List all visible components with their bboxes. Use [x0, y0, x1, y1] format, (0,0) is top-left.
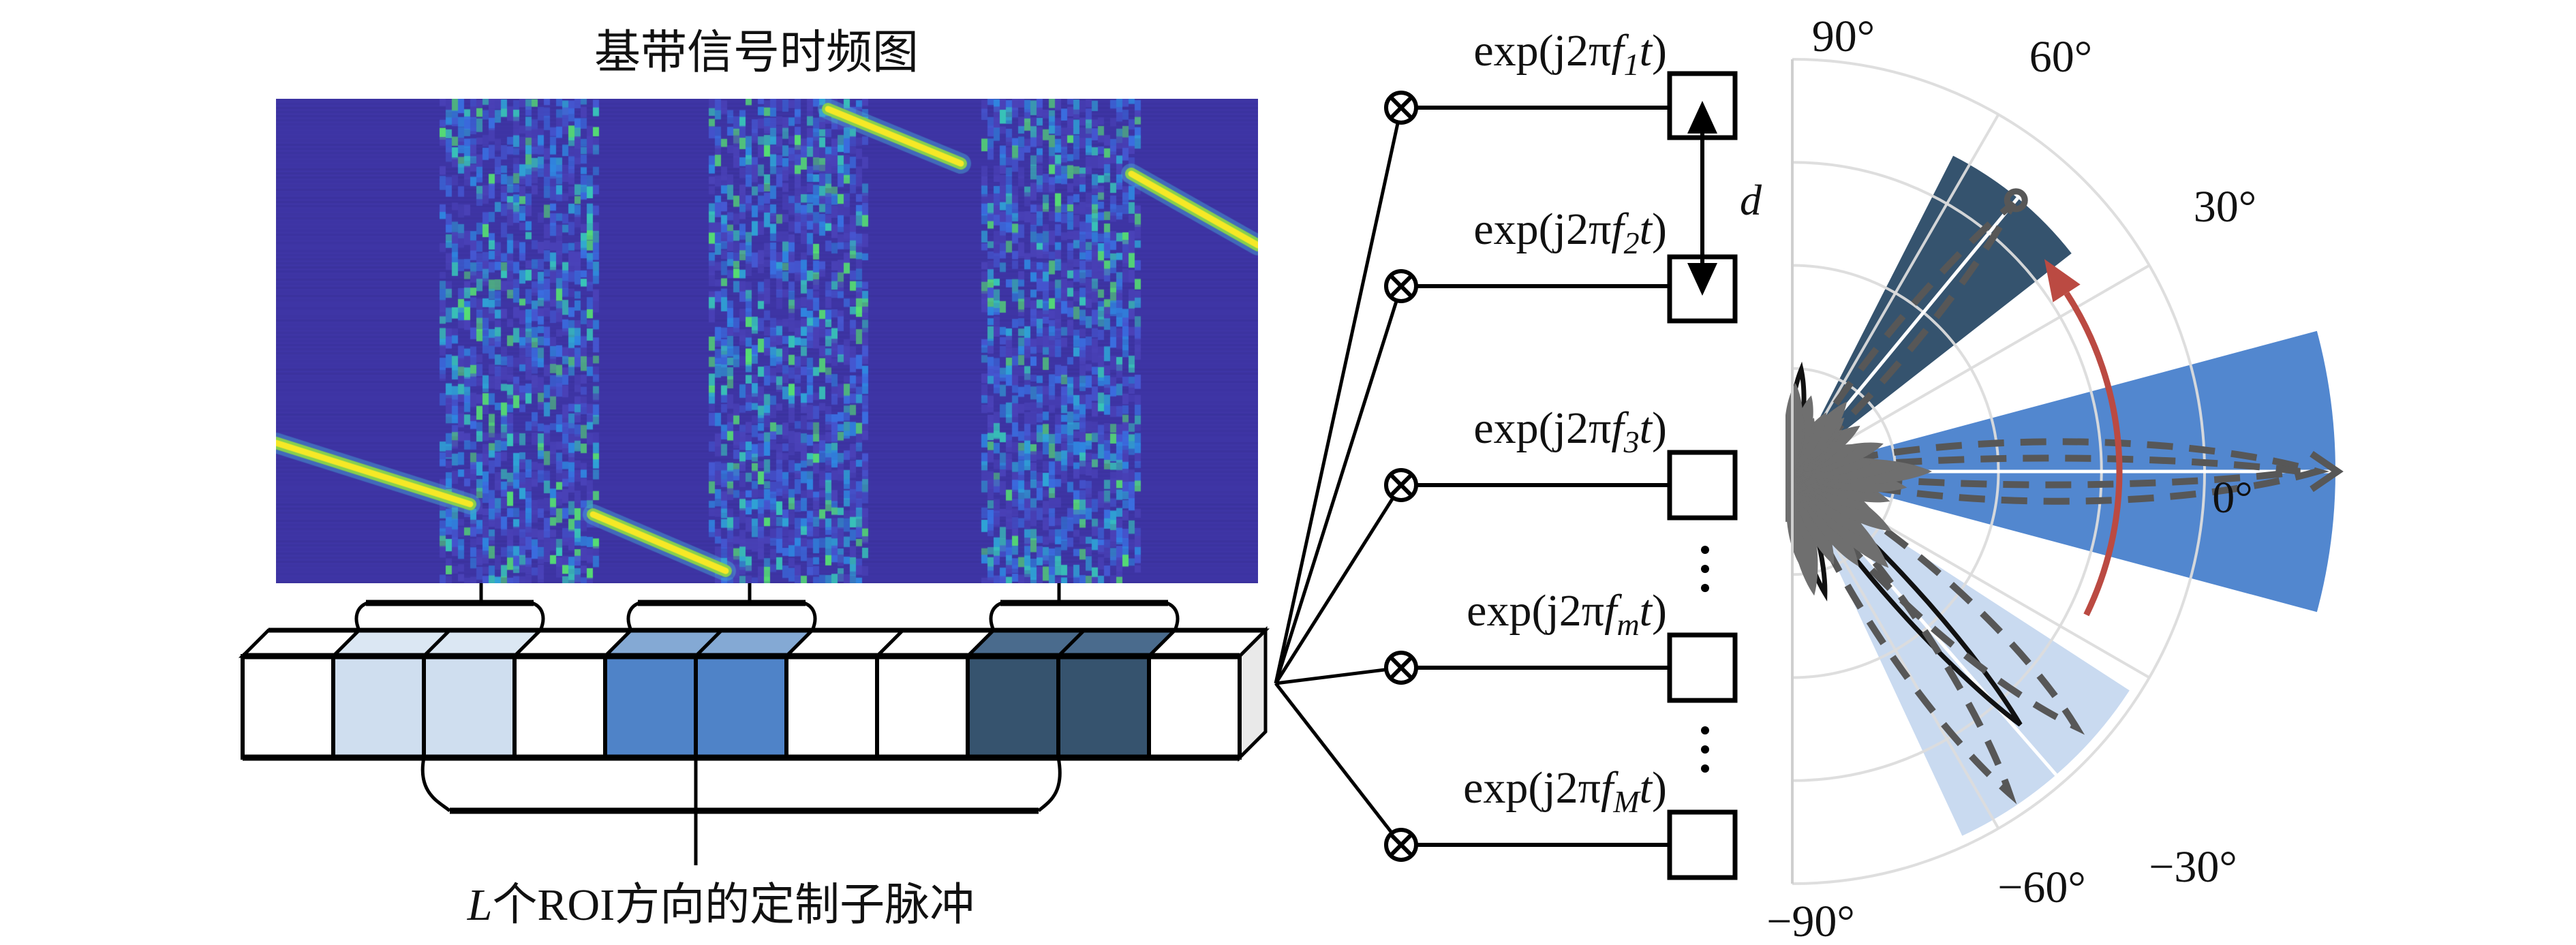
mixer-bank-group: exp(j2πf1t)exp(j2πf2t)exp(j2πf3t)exp(j2π… [1274, 26, 1762, 880]
carrier-label-close: ) [1652, 586, 1667, 636]
roi-sector-roi-high [1792, 155, 2072, 471]
pulse-train-group [238, 583, 1270, 865]
carrier-label-prefix: exp(j2π [1473, 26, 1611, 76]
polar-angle-label: −30° [2149, 842, 2237, 892]
fan-line [1274, 484, 1403, 685]
mixer-cross-icon [1389, 473, 1413, 497]
pulse-cell [966, 654, 1060, 760]
beam-lobe-dashed [1789, 469, 2017, 805]
fan-line [1275, 666, 1402, 685]
carrier-label-subscript: M [1612, 784, 1641, 819]
pulse-pair-brace [989, 601, 1180, 632]
ellipsis-dots-icon [1701, 745, 1709, 754]
carrier-label-subscript: 1 [1624, 47, 1640, 82]
pulse-label-text: 个ROI方向的定制子脉冲 [493, 880, 975, 930]
carrier-label-close: ) [1652, 204, 1667, 254]
ellipsis-dots-icon [1701, 764, 1709, 773]
carrier-label-close: ) [1652, 403, 1667, 453]
fan-line [1274, 107, 1403, 684]
ellipsis-dots-icon [1701, 584, 1709, 592]
beampattern-polar-plot: 90° 60° 30° 0° −30° −60° −90° [1766, 12, 2344, 945]
beam-lobe-dashed [1789, 468, 2085, 735]
carrier-label-prefix: exp(j2π [1467, 586, 1604, 636]
beam-lobe-tip-cap [2004, 188, 2028, 213]
pulse-pair-brace [626, 601, 817, 632]
carrier-label-t: t [1640, 763, 1653, 813]
polar-clipped-content [1785, 58, 2344, 885]
spectrogram-title: 基带信号时频图 [594, 27, 919, 78]
polar-angle-label: 60° [2029, 32, 2092, 82]
polar-angle-label: 30° [2194, 182, 2256, 232]
pulse-cell [603, 654, 698, 760]
carrier-label-close: ) [1652, 763, 1667, 813]
carrier-label-t: t [1640, 586, 1653, 636]
pulse-cell [422, 654, 517, 760]
carrier-label-t: t [1640, 403, 1653, 453]
carrier-label-subscript: m [1616, 607, 1639, 642]
pulse-cell [1056, 654, 1151, 760]
polar-angle-label: 0° [2212, 473, 2252, 523]
scan-direction-arrow [2064, 292, 2123, 617]
arrow-down-icon [1687, 263, 1717, 296]
mixer-cross-icon [1389, 655, 1413, 680]
mixer-cross-icon [1389, 833, 1413, 857]
fan-line [1274, 682, 1402, 846]
carrier-label: exp(j2πfMt) [1463, 763, 1667, 819]
pulse-cell [694, 654, 788, 760]
carrier-label-prefix: exp(j2π [1473, 403, 1611, 453]
beam-lobe-dashed [1789, 200, 2017, 474]
carrier-label: exp(j2πf1t) [1473, 26, 1667, 82]
pulse-cell [784, 654, 879, 760]
pulse-cell [241, 654, 335, 760]
polar-angle-label: −60° [1997, 863, 2086, 912]
fan-line [1274, 285, 1403, 684]
carrier-label-t: t [1640, 204, 1653, 254]
pulse-cell [331, 654, 426, 760]
sidelobe-petal [1785, 383, 1804, 471]
under-brace-right-side [1037, 757, 1062, 812]
pulse-label-variable: L [467, 880, 493, 930]
mixer-cross-icon [1389, 274, 1413, 298]
carrier-label-close: ) [1652, 26, 1667, 76]
ellipsis-dots-icon [1701, 546, 1709, 554]
carrier-label-prefix: exp(j2π [1463, 763, 1601, 813]
carrier-label-prefix: exp(j2π [1473, 204, 1611, 254]
scan-arrow-head-icon [2044, 259, 2081, 303]
beam-arrow-chevron-icon [2310, 450, 2344, 493]
carrier-label-subscript: 3 [1623, 424, 1640, 459]
carrier-label: exp(j2πfmt) [1467, 586, 1667, 642]
beam-lobe-dashed [1791, 438, 2329, 505]
polar-angle-label: −90° [1766, 897, 1855, 945]
antenna-element-box [1667, 450, 1738, 521]
polar-grid-spoke [1791, 114, 2000, 472]
arrow-up-icon [1687, 101, 1717, 134]
carrier-label: exp(j2πf2t) [1473, 204, 1667, 260]
mixer-cross-icon [1389, 95, 1413, 120]
carrier-label-subscript: 2 [1624, 226, 1640, 260]
ellipsis-dots-icon [1701, 565, 1709, 573]
antenna-element-box [1667, 809, 1738, 880]
pulse-cell [512, 654, 607, 760]
polar-angle-label: 90° [1812, 12, 1875, 61]
carrier-label-t: t [1640, 26, 1653, 76]
element-spacing-label: d [1740, 176, 1762, 224]
spectrogram-image [276, 99, 1258, 583]
pulse-cell [1147, 654, 1242, 760]
pulse-train-label: L个ROI方向的定制子脉冲 [467, 880, 975, 930]
under-brace-left-side [420, 757, 451, 812]
ellipsis-dots-icon [1701, 726, 1709, 734]
carrier-label: exp(j2πf3t) [1473, 403, 1667, 459]
antenna-element-box [1667, 632, 1738, 703]
beam-lobe-dashed [1792, 454, 2301, 489]
pulse-pair-brace [354, 601, 545, 632]
pulse-cell [875, 654, 970, 760]
